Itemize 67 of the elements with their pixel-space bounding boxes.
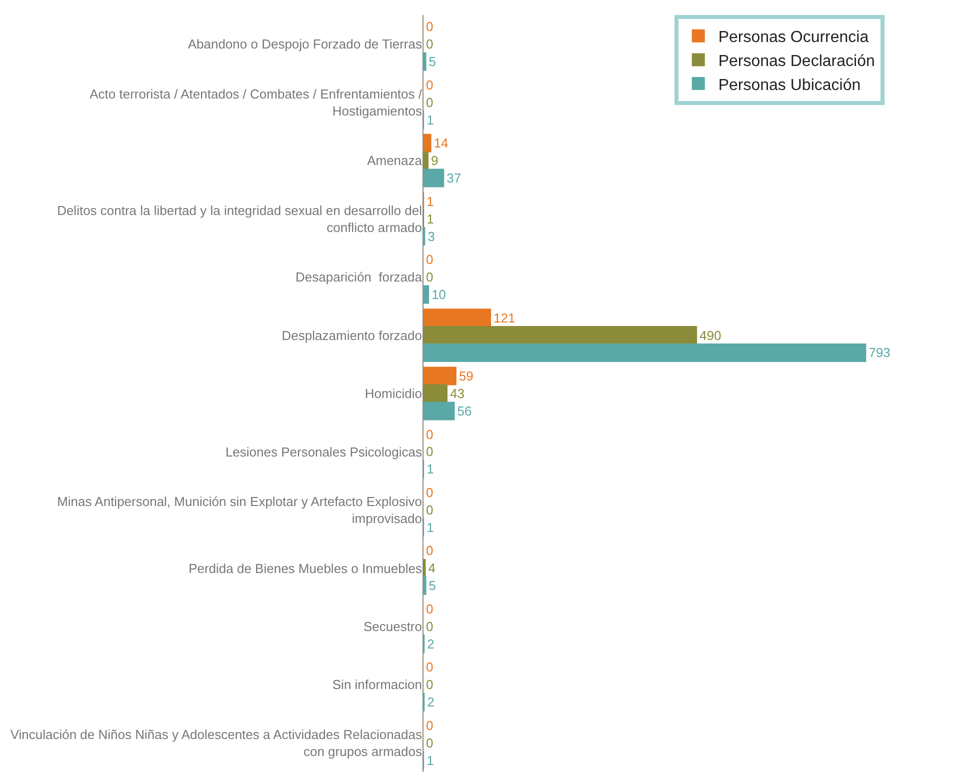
y-tick-label: Minas Antipersonal, Munición sin Explotar y Artefacto Explosivo improvisado: [57, 494, 422, 526]
data-label: 0: [426, 660, 434, 675]
bar: [423, 576, 426, 595]
legend-label: Personas Ocurrencia: [718, 29, 869, 46]
y-tick-label: Desaparición forzada: [296, 270, 423, 285]
data-label: 1: [426, 211, 434, 226]
data-label: 1: [426, 752, 434, 768]
legend-label: Personas Declaración: [718, 52, 875, 70]
bar: [423, 402, 455, 420]
data-label: 1: [426, 520, 434, 535]
bar: [423, 285, 430, 304]
bar: [423, 168, 444, 188]
data-label: 10: [432, 287, 446, 302]
data-label: 0: [426, 677, 434, 692]
data-label: 0: [426, 601, 434, 616]
legend-label: Personas Ubicación: [718, 76, 861, 94]
bar: [423, 308, 492, 328]
data-label: 0: [426, 718, 434, 733]
data-label: 490: [700, 328, 722, 343]
data-label: 43: [450, 386, 464, 401]
bar: [423, 344, 866, 362]
data-label: 5: [428, 54, 436, 70]
data-label: 0: [426, 735, 434, 750]
data-label: 0: [426, 19, 434, 34]
y-tick-label: Acto terrorista / Atentados / Combates / Enfrentamientos / Hostigamientos: [90, 86, 422, 118]
y-tick-label: Secuestro: [363, 618, 422, 634]
data-label: 5: [428, 578, 436, 594]
data-label: 793: [868, 345, 890, 360]
data-label: 2: [427, 636, 434, 652]
y-tick-label: Desplazamiento forzado: [282, 328, 422, 343]
y-tick-label: Delitos contra la libertad y la integridad sexual en desarrollo del conflicto armado: [57, 202, 422, 235]
data-label: 1: [426, 462, 434, 477]
data-label: 2: [427, 694, 434, 710]
bar: [423, 326, 698, 344]
bar: [423, 366, 456, 386]
data-label: 1: [426, 112, 434, 128]
y-tick-label: Homicidio: [364, 386, 422, 402]
bar: [423, 134, 432, 152]
data-label: 56: [457, 403, 472, 418]
data-label: 0: [426, 444, 434, 460]
data-label: 0: [426, 543, 434, 558]
data-label: 0: [426, 36, 434, 52]
data-label: 1: [426, 194, 434, 209]
y-tick-label: Sin informacion: [332, 677, 422, 692]
data-label: 0: [426, 77, 434, 92]
data-label: 0: [426, 252, 434, 268]
y-tick-label: Abandono o Despojo Forzado de Tierras: [188, 36, 422, 52]
y-tick-label: Perdida de Bienes Muebles o Inmuebles: [188, 560, 422, 576]
bar: [423, 151, 429, 170]
data-label: 14: [434, 136, 448, 151]
y-tick-label: Vinculación de Niños Niñas y Adolescentes a Actividades Relacionadas con grupos armados: [10, 726, 422, 759]
data-label: 0: [426, 484, 434, 500]
data-label: 0: [426, 94, 434, 110]
data-label: 121: [494, 310, 516, 326]
data-label: 37: [446, 170, 462, 186]
data-label: 0: [426, 270, 434, 285]
y-tick-label: Amenaza: [367, 153, 423, 168]
bar: [423, 52, 426, 71]
data-label: 0: [426, 426, 434, 442]
data-label: 9: [431, 153, 438, 168]
data-label: 0: [426, 618, 434, 634]
data-label: 4: [428, 560, 436, 576]
y-tick-label: Lesiones Personales Psicologicas: [225, 444, 422, 460]
bar: [423, 384, 448, 403]
data-label: 3: [428, 228, 435, 244]
data-label: 0: [426, 502, 434, 518]
data-label: 59: [458, 368, 474, 384]
